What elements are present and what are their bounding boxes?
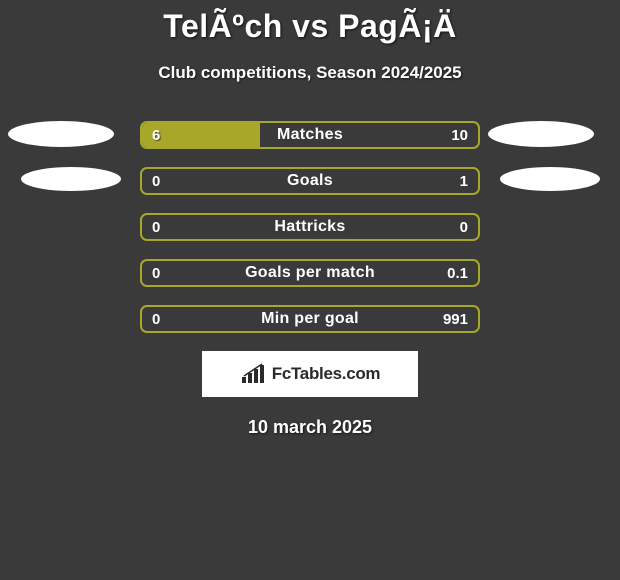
stat-right-value: 0 bbox=[460, 215, 468, 239]
stat-right-value: 991 bbox=[443, 307, 468, 331]
comparison-infographic: TelÃºch vs PagÃ¡Ä Club competitions, Sea… bbox=[0, 0, 620, 438]
stat-label: Goals bbox=[142, 169, 478, 193]
stat-row: 6 Matches 10 bbox=[0, 121, 620, 149]
stat-row: 0 Goals per match 0.1 bbox=[0, 259, 620, 287]
bar-track: 6 Matches 10 bbox=[140, 121, 480, 149]
stat-label: Hattricks bbox=[142, 215, 478, 239]
fctables-logo: FcTables.com bbox=[202, 351, 418, 397]
stat-right-value: 1 bbox=[460, 169, 468, 193]
stat-label: Min per goal bbox=[142, 307, 478, 331]
stat-row: 0 Goals 1 bbox=[0, 167, 620, 195]
subtitle: Club competitions, Season 2024/2025 bbox=[0, 63, 620, 83]
stat-right-value: 0.1 bbox=[447, 261, 468, 285]
bar-track: 0 Goals 1 bbox=[140, 167, 480, 195]
page-title: TelÃºch vs PagÃ¡Ä bbox=[0, 8, 620, 45]
stats-area: 6 Matches 10 0 Goals 1 0 Hattricks 0 bbox=[0, 121, 620, 333]
stat-label: Matches bbox=[142, 123, 478, 147]
bar-track: 0 Goals per match 0.1 bbox=[140, 259, 480, 287]
stat-row: 0 Min per goal 991 bbox=[0, 305, 620, 333]
logo-text: FcTables.com bbox=[272, 364, 381, 384]
stat-label: Goals per match bbox=[142, 261, 478, 285]
bar-track: 0 Min per goal 991 bbox=[140, 305, 480, 333]
bar-track: 0 Hattricks 0 bbox=[140, 213, 480, 241]
date-label: 10 march 2025 bbox=[0, 417, 620, 438]
bar-chart-icon bbox=[240, 363, 268, 385]
logo-inner: FcTables.com bbox=[240, 363, 381, 385]
stat-row: 0 Hattricks 0 bbox=[0, 213, 620, 241]
stat-right-value: 10 bbox=[451, 123, 468, 147]
